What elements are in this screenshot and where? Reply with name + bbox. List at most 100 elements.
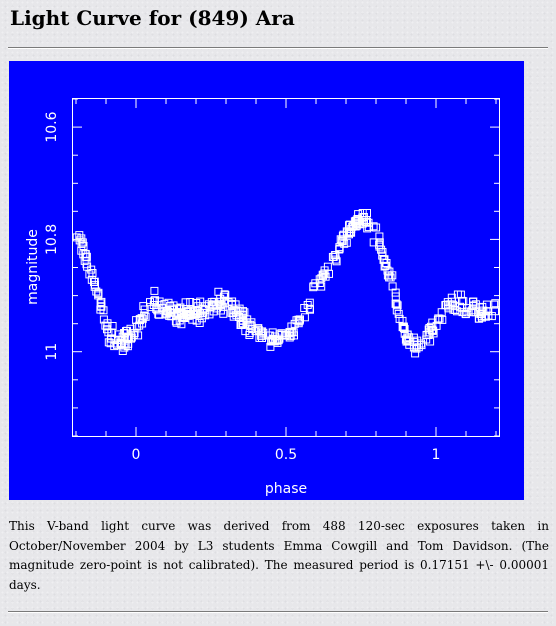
data-point [375,238,384,247]
figure-caption: This V-band light curve was derived from… [9,519,549,592]
data-point [190,310,198,319]
data-point [75,236,84,245]
x-axis-label: phase [265,481,307,497]
x-tick-label: 1 [432,447,441,463]
data-point [140,311,149,320]
data-point [424,325,433,334]
data-point [195,319,204,327]
data-point [219,309,228,318]
x-axis-ticks: 0 0.5 1 [75,99,497,463]
data-point [398,316,407,325]
data-point [399,322,408,331]
data-point [461,310,470,319]
data-point [490,300,499,309]
data-point [380,262,389,271]
data-point [267,336,276,345]
y-axis-ticks: 10.6 10.8 11 [44,98,499,437]
data-point [362,218,370,227]
data-point [331,255,340,264]
data-point [363,224,372,233]
y-tick-label: 11 [44,343,60,361]
data-point [101,321,110,330]
x-tick-label: 0.5 [275,447,297,463]
data-point [386,273,395,282]
data-point [325,269,333,278]
data-point [141,312,150,321]
y-tick-label: 10.8 [44,224,60,255]
data-point [104,338,113,347]
data-point [463,304,472,313]
data-point [115,330,124,339]
data-point [114,336,123,344]
data-point [393,301,402,310]
plot-frame [72,98,500,437]
data-point [154,310,163,319]
data-point [231,307,240,316]
data-point [236,320,245,329]
data-point [277,329,286,338]
data-point [422,335,431,344]
data-point [424,331,433,339]
data-point [318,270,327,279]
data-point [79,250,88,259]
data-point [337,236,346,245]
light-curve-chart: 0 0.5 1 10.610.811 phase magnitude [25,98,500,497]
data-point [132,316,141,325]
data-point [85,270,94,279]
data-point [329,252,338,261]
data-point [130,329,139,338]
data-point [392,306,401,315]
data-point [491,299,500,308]
data-point [388,271,397,280]
data-point [151,296,159,305]
data-point [352,216,360,225]
data-point [201,302,210,311]
data-point [444,302,453,311]
data-point [335,244,344,253]
data-point [286,328,295,337]
data-point [90,278,98,286]
data-point [347,228,356,237]
data-point [244,320,253,329]
data-point [392,300,401,309]
data-point [91,280,99,289]
data-point [174,305,183,314]
data-point [414,343,423,352]
data-point [99,315,108,324]
data-point [282,330,291,339]
data-point [275,330,284,339]
data-point [259,328,268,337]
data-point [83,262,92,271]
data-point [207,298,216,307]
data-point [116,338,125,347]
y-tick-label: 10.6 [44,111,60,142]
x-tick-label: 0 [132,447,141,463]
data-point [193,302,202,311]
data-point [81,252,90,261]
data-point [378,248,387,256]
data-point [123,334,132,343]
data-point [375,232,384,241]
data-point [353,215,362,224]
data-point [409,343,418,352]
page-title: Light Curve for (849) Ara [10,6,295,30]
data-point [403,330,412,339]
data-point [205,310,214,319]
data-point [435,314,444,323]
data-point [477,309,485,318]
data-point [364,223,373,232]
data-point [242,318,251,327]
data-point [336,235,345,244]
data-point [155,301,164,310]
data-point [181,298,190,307]
data-point [306,305,314,314]
data-point [99,306,108,315]
data-point [177,320,186,329]
data-point [190,306,199,315]
data-point [469,301,478,310]
data-point [410,338,419,347]
data-point [429,326,438,335]
y-axis-label: magnitude [25,229,41,305]
data-point [266,342,275,351]
